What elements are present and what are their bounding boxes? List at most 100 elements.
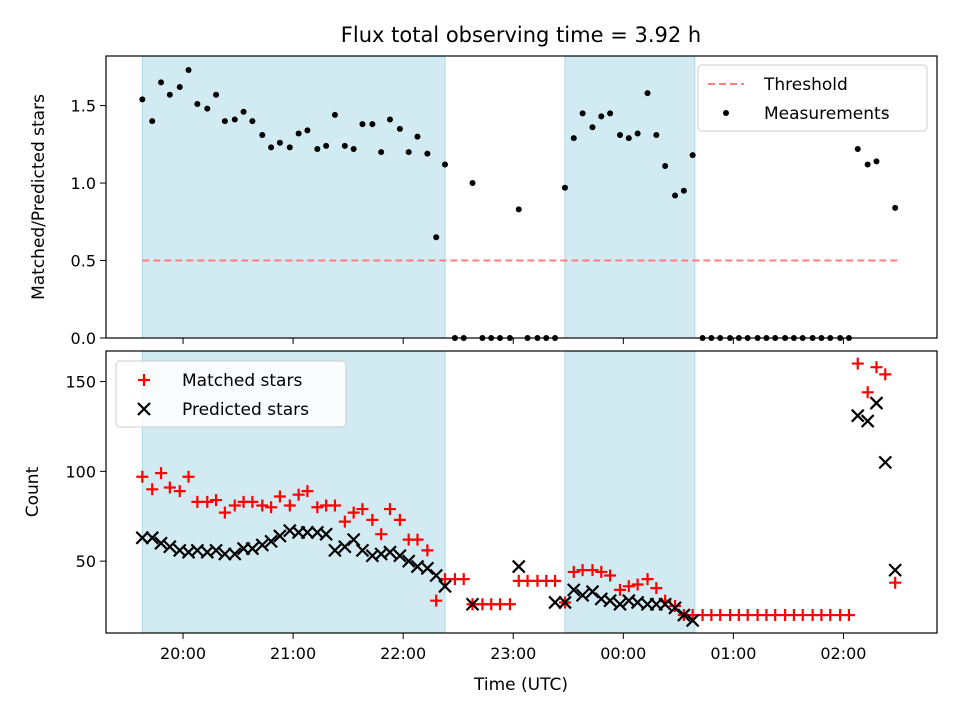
measurement-point	[386, 116, 393, 123]
measurement-point	[680, 187, 687, 194]
predicted-star-point	[603, 593, 617, 608]
legend-label: Predicted stars	[182, 400, 309, 420]
top-panel: 0.0 0.5 1.0 1.5 Threshold Measurements	[71, 55, 938, 348]
measurement-point	[873, 158, 880, 165]
measurement-point	[442, 161, 449, 168]
predicted-star-point	[438, 579, 452, 594]
matched-star-point	[421, 544, 434, 557]
measurement-point	[662, 163, 669, 170]
predicted-star-point	[420, 561, 435, 576]
predicted-star-point	[273, 529, 287, 543]
measurement-point	[350, 145, 357, 152]
predicted-star-point	[145, 531, 160, 545]
bottom-y-axis-label: Count	[23, 466, 43, 517]
predicted-star-point	[685, 613, 700, 628]
measurement-point	[304, 127, 311, 134]
y-tick-label: 0.0	[71, 329, 96, 348]
measurement-point	[314, 145, 321, 152]
predicted-star-point	[255, 538, 270, 552]
predicted-star-point	[869, 396, 884, 410]
predicted-star-point	[218, 547, 232, 561]
measurement-point	[570, 135, 577, 142]
matched-star-point	[669, 600, 682, 613]
measurement-point	[854, 145, 861, 152]
matched-star-point	[273, 490, 286, 503]
matched-star-point	[182, 470, 195, 483]
measurement-point	[396, 125, 403, 132]
matched-star-point	[393, 513, 406, 526]
legend-swatch-predicted	[137, 402, 151, 416]
x-tick-label: 01:00	[710, 644, 756, 663]
matched-star-point	[218, 506, 231, 519]
measurement-point	[341, 142, 348, 149]
predicted-star-point	[163, 540, 177, 554]
predicted-star-point	[245, 541, 260, 556]
predicted-star-point	[338, 540, 352, 554]
measurement-point	[295, 130, 302, 137]
measurement-point	[359, 121, 366, 128]
measurement-point	[259, 132, 266, 139]
legend-label: Matched stars	[182, 371, 302, 391]
measurement-point	[268, 144, 275, 151]
predicted-star-point	[558, 595, 572, 610]
legend: Threshold Measurements	[697, 64, 928, 132]
matched-star-point	[210, 494, 223, 507]
measurement-point	[653, 132, 660, 139]
legend-swatch-matched	[138, 374, 150, 386]
matched-star-point	[356, 503, 369, 516]
matched-star-point	[301, 485, 314, 498]
y-tick-label: 1.5	[71, 97, 96, 116]
matched-star-point	[851, 357, 864, 370]
measurement-point	[892, 204, 899, 211]
measurement-point	[579, 110, 586, 117]
chart-title: Flux total observing time = 3.92 h	[341, 23, 701, 47]
predicted-star-point	[346, 532, 361, 547]
predicted-star-point	[465, 597, 480, 612]
matched-star-point	[889, 576, 902, 589]
measurement-point	[424, 150, 431, 157]
matched-star-point	[328, 499, 341, 512]
x-tick-label: 22:00	[380, 644, 426, 663]
matched-star-point	[283, 499, 296, 512]
matched-star-point	[870, 361, 883, 374]
measurement-point	[276, 139, 283, 146]
matched-star-point	[457, 573, 470, 586]
bottom-panel: 20:00 21:00 22:00 23:00 00:00 01:00 02:00 50 100…	[65, 350, 938, 663]
x-axis-label: Time (UTC)	[473, 675, 568, 695]
matched-star-point	[411, 533, 424, 546]
measurement-point	[249, 118, 256, 125]
measurement-point	[213, 91, 220, 98]
matched-star-point	[173, 485, 186, 498]
matched-star-point	[265, 501, 278, 514]
top-panel-frame	[105, 55, 938, 339]
matched-star-point	[586, 564, 599, 577]
y-tick-label: 50	[76, 552, 96, 571]
matched-star-point	[246, 495, 259, 508]
predicted-star-point	[393, 548, 407, 563]
y-tick-label: 150	[65, 373, 96, 392]
measurement-point	[598, 113, 605, 120]
matched-star-point	[155, 467, 168, 480]
matched-star-point	[163, 481, 176, 494]
matched-star-point	[146, 483, 159, 496]
matched-star-point	[879, 368, 892, 381]
x-tick-label: 21:00	[270, 644, 316, 663]
measurement-point	[194, 101, 201, 108]
measurement-point	[469, 180, 476, 187]
predicted-star-point	[585, 584, 600, 599]
measurement-point	[149, 118, 156, 125]
matched-star-point	[503, 598, 516, 611]
measurement-point	[176, 83, 183, 90]
measurement-point	[378, 149, 385, 156]
predicted-star-point	[209, 543, 223, 558]
observing-window-span	[141, 55, 446, 339]
measurement-point	[286, 144, 293, 151]
measurement-point	[405, 149, 412, 156]
matched-star-point	[622, 580, 635, 593]
x-tick-label: 23:00	[490, 644, 536, 663]
predicted-star-point	[154, 536, 168, 550]
predicted-star-point	[511, 559, 526, 574]
measurement-point	[323, 142, 330, 149]
measurement-point	[139, 96, 146, 103]
legend-label: Threshold	[763, 75, 848, 95]
